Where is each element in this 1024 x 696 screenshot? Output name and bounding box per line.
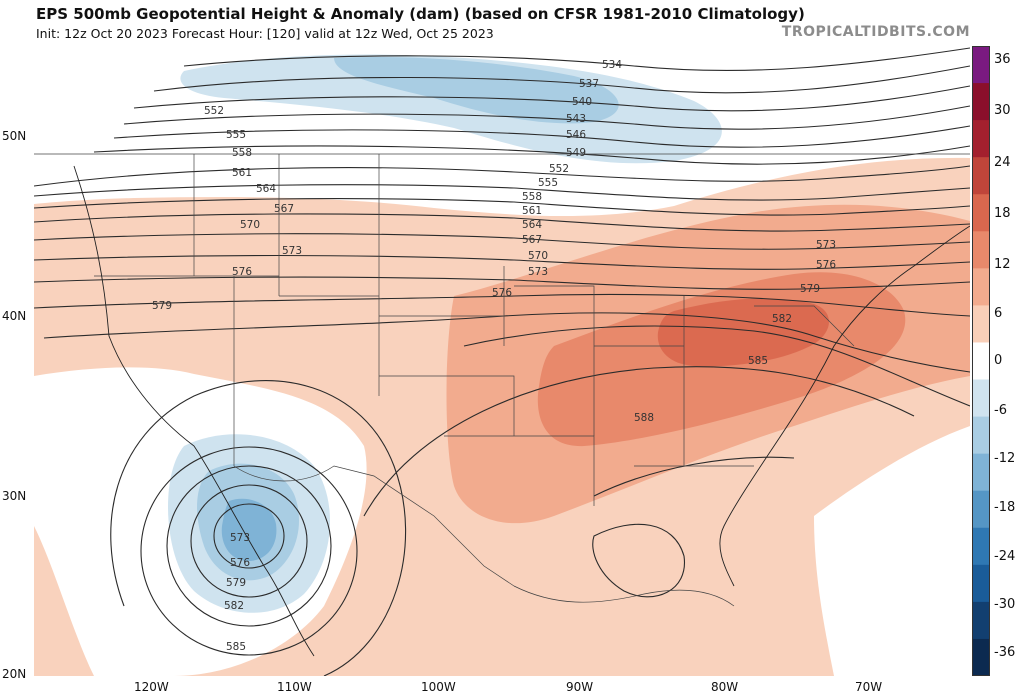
- colorbar-segment: [972, 194, 990, 232]
- colorbar-label: 18: [994, 206, 1011, 221]
- colorbar-segment: [972, 268, 990, 306]
- contour-label: 579: [226, 577, 246, 589]
- contour-label: 588: [634, 412, 654, 424]
- height-contours: [34, 47, 970, 676]
- colorbar-segment: [972, 490, 990, 529]
- map-panel: 534 537 540 543 546 549 552 552 555 555 …: [34, 46, 970, 676]
- colorbar-segment: [972, 231, 990, 269]
- colorbar-segment: [972, 305, 990, 343]
- lon-label: 120W: [134, 680, 169, 694]
- colorbar-segment: [972, 46, 990, 84]
- lat-label: 30N: [2, 489, 27, 503]
- lon-label: 100W: [421, 680, 456, 694]
- colorbar: [972, 46, 990, 676]
- colorbar-label: 0: [994, 353, 1003, 368]
- colorbar-segment: [972, 453, 990, 492]
- contour-label: 585: [226, 641, 246, 653]
- colorbar-segment: [972, 564, 990, 603]
- brand-watermark: TROPICALTIDBITS.COM: [781, 24, 970, 40]
- contour-label: 582: [772, 313, 792, 325]
- contour-label: 576: [492, 287, 512, 299]
- contour-label: 573: [230, 532, 250, 544]
- header: EPS 500mb Geopotential Height & Anomaly …: [0, 0, 1024, 46]
- lat-label: 50N: [2, 129, 27, 143]
- anomaly-map: 534 537 540 543 546 549 552 552 555 555 …: [34, 46, 970, 676]
- anomaly-zero-southeast: [814, 426, 970, 676]
- colorbar-label: 36: [994, 52, 1011, 67]
- contour-label: 555: [538, 177, 558, 189]
- colorbar-label: -24: [994, 549, 1016, 564]
- colorbar-label: -6: [994, 403, 1007, 418]
- contour-label: 537: [579, 78, 599, 90]
- contour-label: 570: [240, 219, 260, 231]
- lon-label: 90W: [566, 680, 594, 694]
- political-borders: [34, 153, 970, 607]
- lon-label: 110W: [277, 680, 312, 694]
- contour-label: 576: [230, 557, 250, 569]
- contour-label: 573: [282, 245, 302, 257]
- contour-label: 558: [232, 147, 252, 159]
- contour-label: 543: [566, 113, 586, 125]
- colorbar-label: 6: [994, 306, 1003, 321]
- colorbar-segment: [972, 120, 990, 158]
- anomaly-ridge-max: [657, 298, 829, 367]
- contour-labels: 534 537 540 543 546 549 552 552 555 555 …: [152, 59, 836, 653]
- contour-label: 576: [816, 259, 836, 271]
- colorbar-label: -18: [994, 500, 1016, 515]
- colorbar-segment: [972, 83, 990, 121]
- lat-label: 20N: [2, 667, 27, 681]
- colorbar-segment: [972, 527, 990, 566]
- colorbar-segment: [972, 157, 990, 195]
- lon-label: 70W: [855, 680, 883, 694]
- colorbar-border: [972, 46, 990, 676]
- contour-label: 534: [602, 59, 622, 71]
- contour-label: 561: [232, 167, 252, 179]
- contour-label: 567: [522, 234, 542, 246]
- colorbar-segment: [972, 638, 990, 676]
- colorbar-label: 24: [994, 155, 1011, 170]
- anomaly-trough-north-core: [334, 56, 619, 124]
- colorbar-segment: [972, 416, 990, 455]
- contour-label: 576: [232, 266, 252, 278]
- colorbar-segment: [972, 342, 990, 381]
- anomaly-cutoff-center: [221, 498, 277, 561]
- coastlines: [73, 165, 970, 657]
- lon-label: 80W: [711, 680, 739, 694]
- contour-label: 585: [748, 355, 768, 367]
- contour-label: 555: [226, 129, 246, 141]
- contour-label: 564: [256, 183, 276, 195]
- contour-label: 579: [800, 283, 820, 295]
- contour-label: 552: [204, 105, 224, 117]
- lat-label: 40N: [2, 309, 27, 323]
- colorbar-label: -30: [994, 597, 1016, 612]
- contour-label: 582: [224, 600, 244, 612]
- colorbar-label: 30: [994, 103, 1011, 118]
- contour-label: 579: [152, 300, 172, 312]
- contour-label: 546: [566, 129, 586, 141]
- colorbar-label: -12: [994, 451, 1016, 466]
- chart-title: EPS 500mb Geopotential Height & Anomaly …: [36, 5, 805, 23]
- contour-label: 540: [572, 96, 592, 108]
- colorbar-segment: [972, 379, 990, 418]
- contour-label: 567: [274, 203, 294, 215]
- contour-label: 561: [522, 205, 542, 217]
- colorbar-segment: [972, 601, 990, 640]
- contour-label: 564: [522, 219, 542, 231]
- contour-label: 549: [566, 147, 586, 159]
- colorbar-label: -36: [994, 645, 1016, 660]
- contour-label: 552: [549, 163, 569, 175]
- contour-label: 558: [522, 191, 542, 203]
- init-info: Init: 12z Oct 20 2023 Forecast Hour: [12…: [36, 26, 494, 41]
- contour-label: 570: [528, 250, 548, 262]
- contour-label: 573: [528, 266, 548, 278]
- contour-label: 573: [816, 239, 836, 251]
- colorbar-label: 12: [994, 257, 1011, 272]
